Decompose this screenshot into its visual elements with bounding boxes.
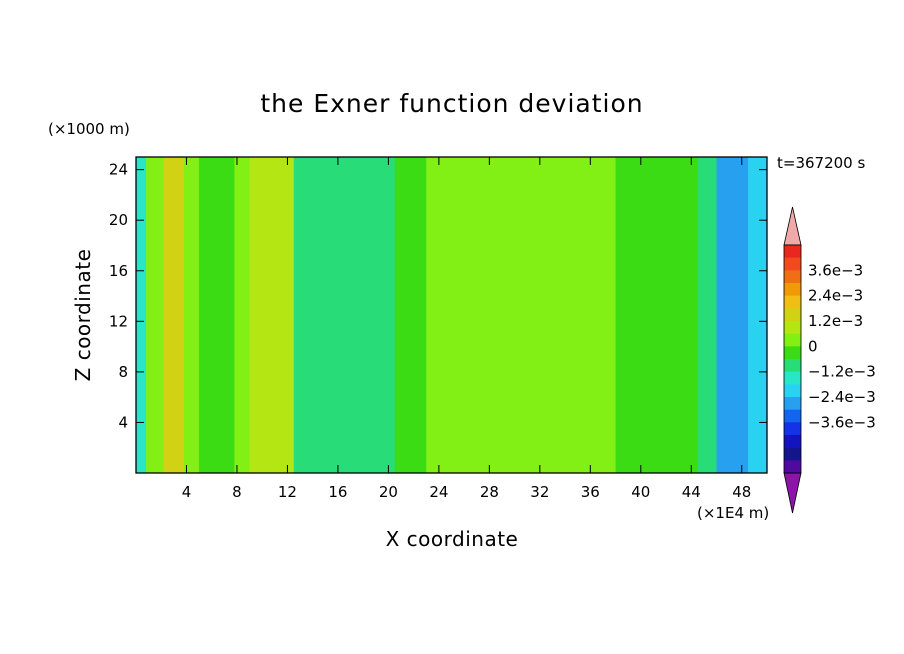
y-axis-title: Z coordinate bbox=[71, 249, 95, 382]
chart-title: the Exner function deviation bbox=[260, 89, 643, 118]
x-unit-label: (×1E4 m) bbox=[697, 504, 769, 522]
colorbar-label: −3.6e−3 bbox=[808, 413, 876, 431]
field-band-15 bbox=[716, 157, 749, 473]
colorbar-label: −2.4e−3 bbox=[808, 388, 876, 406]
field-band-7 bbox=[249, 157, 295, 473]
x-axis-title: X coordinate bbox=[386, 527, 519, 551]
x-tick-label: 48 bbox=[732, 483, 751, 501]
colorbar-swatch bbox=[784, 308, 801, 322]
field-band-4 bbox=[199, 157, 215, 473]
colorbar-swatch bbox=[784, 245, 801, 259]
plot-area bbox=[136, 157, 768, 473]
field-band-13 bbox=[615, 157, 699, 473]
y-tick-label: 24 bbox=[109, 161, 128, 179]
x-tick-label: 36 bbox=[581, 483, 600, 501]
colorbar-swatch bbox=[784, 321, 801, 335]
colorbar-swatch bbox=[784, 257, 801, 271]
x-tick-label: 32 bbox=[530, 483, 549, 501]
field-band-9 bbox=[363, 157, 396, 473]
field-band-0 bbox=[136, 157, 147, 473]
y-tick-label: 16 bbox=[109, 262, 128, 280]
colorbar-swatch bbox=[784, 283, 801, 297]
colorbar-label: −1.2e−3 bbox=[808, 363, 876, 381]
field-band-10 bbox=[394, 157, 427, 473]
field-band-14 bbox=[697, 157, 718, 473]
field-band-2 bbox=[163, 157, 185, 473]
colorbar-swatch bbox=[784, 447, 801, 461]
colorbar: 3.6e−3 2.4e−3 1.2e−3 0 −1.2e−3 −2.4e−3 −3.6e−3 bbox=[783, 206, 876, 514]
x-tick-label: 8 bbox=[232, 483, 242, 501]
colorbar-swatch bbox=[784, 295, 801, 309]
colorbar-swatch bbox=[784, 359, 801, 373]
colorbar-swatch bbox=[784, 384, 801, 398]
x-tick-label: 44 bbox=[682, 483, 701, 501]
colorbar-upper-extend bbox=[783, 206, 802, 246]
field-band-1 bbox=[146, 157, 165, 473]
field-band-5 bbox=[214, 157, 235, 473]
colorbar-swatch bbox=[784, 435, 801, 449]
x-tick-label: 24 bbox=[429, 483, 448, 501]
colorbar-lower-extend bbox=[783, 472, 802, 514]
colorbar-frame bbox=[783, 244, 802, 474]
y-unit-label: (×1000 m) bbox=[48, 120, 130, 138]
field-band-16 bbox=[748, 157, 768, 473]
colorbar-swatch bbox=[784, 422, 801, 436]
y-axis: 4 8 12 16 20 24 bbox=[109, 161, 767, 431]
x-tick-label: 12 bbox=[278, 483, 297, 501]
colorbar-swatch bbox=[784, 409, 801, 423]
field-band-11 bbox=[426, 157, 579, 473]
field-band-12 bbox=[577, 157, 617, 473]
colorbar-label: 2.4e−3 bbox=[808, 287, 863, 305]
colorbar-swatch bbox=[784, 371, 801, 385]
y-tick-label: 12 bbox=[109, 312, 128, 330]
colorbar-label: 1.2e−3 bbox=[808, 312, 863, 330]
colorbar-swatch bbox=[784, 333, 801, 347]
plot-frame bbox=[135, 156, 768, 474]
colorbar-swatch bbox=[784, 460, 801, 474]
x-tick-label: 28 bbox=[480, 483, 499, 501]
colorbar-label: 3.6e−3 bbox=[808, 261, 863, 279]
colorbar-swatch bbox=[784, 397, 801, 411]
y-tick-label: 20 bbox=[109, 211, 128, 229]
field-band-8 bbox=[293, 157, 364, 473]
time-label: t=367200 s bbox=[777, 154, 865, 172]
colorbar-swatch bbox=[784, 346, 801, 360]
colorbar-swatch bbox=[784, 270, 801, 284]
y-tick-label: 8 bbox=[118, 363, 128, 381]
x-tick-label: 16 bbox=[328, 483, 347, 501]
y-tick-label: 4 bbox=[118, 413, 128, 431]
x-tick-label: 4 bbox=[182, 483, 192, 501]
x-tick-label: 40 bbox=[631, 483, 650, 501]
x-tick-label: 20 bbox=[379, 483, 398, 501]
x-axis: 4 8 12 16 20 24 28 32 36 40 44 48 bbox=[182, 157, 751, 501]
field-band-6 bbox=[234, 157, 251, 473]
field-band-3 bbox=[183, 157, 200, 473]
colorbar-label: 0 bbox=[808, 337, 818, 355]
